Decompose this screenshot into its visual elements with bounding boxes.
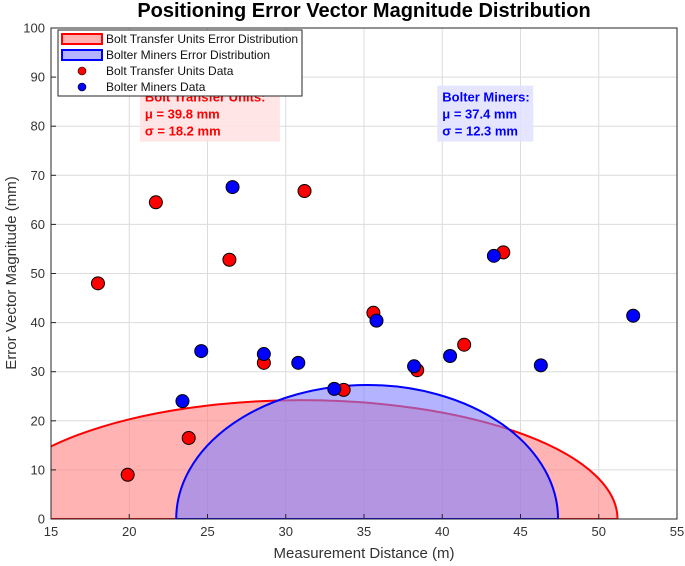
y-axis-label: Error Vector Magnitude (mm): [3, 176, 20, 369]
distribution-fills: [51, 384, 619, 519]
bolt-transfer-point: [181, 430, 196, 445]
x-axis-ticks: 15 20 25 30 35 40 45 50 55: [44, 514, 684, 539]
y-tick-label: 30: [31, 364, 45, 379]
y-tick-label: 0: [38, 512, 45, 527]
x-tick-label: 40: [435, 524, 449, 539]
bolter-miners-point: [533, 358, 548, 373]
bolt-transfer-point: [90, 276, 105, 291]
bolt-transfer-point: [457, 337, 472, 352]
legend-label: Bolter Miners Data: [106, 80, 206, 94]
bolter-miners-point: [291, 355, 306, 370]
bolter-miners-point: [194, 344, 209, 359]
data-points: [90, 180, 641, 482]
legend: Bolt Transfer Units Error Distribution Bo…: [57, 29, 303, 97]
legend-swatch-bolt-transfer-dist: [61, 33, 103, 45]
x-tick-label: 50: [592, 524, 606, 539]
legend-swatch-bolter-miners-dist: [61, 49, 103, 61]
y-tick-label: 80: [31, 119, 45, 134]
bolter-miners-point: [626, 308, 641, 323]
bolt-transfer-point: [297, 184, 312, 199]
annotation-line: μ = 37.4 mm: [442, 107, 517, 122]
bolt-transfer-point: [148, 195, 163, 210]
x-tick-label: 15: [44, 524, 58, 539]
y-tick-label: 10: [31, 462, 45, 477]
x-tick-label: 35: [357, 524, 371, 539]
bolter-miners-point: [369, 313, 384, 328]
annotation-line: μ = 39.8 mm: [145, 107, 220, 122]
x-tick-label: 20: [122, 524, 136, 539]
bolt-transfer-point: [120, 467, 135, 482]
chart-title: Positioning Error Vector Magnitude Distr…: [137, 0, 590, 22]
y-tick-label: 100: [23, 21, 45, 36]
bolt-transfer-point: [222, 252, 237, 267]
x-axis-label: Measurement Distance (m): [274, 545, 455, 562]
legend-marker-bolter-miners: [77, 82, 87, 92]
y-tick-label: 40: [31, 315, 45, 330]
annotation-line: Bolter Miners:: [442, 90, 529, 105]
annotation-line: σ = 12.3 mm: [442, 124, 518, 139]
bolter-miners-point: [443, 348, 458, 363]
legend-label: Bolt Transfer Units Data: [106, 64, 234, 78]
bolter-miners-point: [407, 359, 422, 374]
bolter-miners-point: [486, 248, 501, 263]
y-tick-label: 60: [31, 217, 45, 232]
bolter-miners-point: [256, 347, 271, 362]
y-tick-label: 70: [31, 168, 45, 183]
x-tick-label: 25: [200, 524, 214, 539]
bolter-miners-point: [225, 180, 240, 195]
legend-marker-bolt-transfer: [77, 66, 87, 76]
y-tick-label: 20: [31, 413, 45, 428]
bolter-miners-distribution: [175, 384, 560, 519]
x-tick-label: 30: [279, 524, 293, 539]
y-tick-label: 50: [31, 266, 45, 281]
x-tick-label: 45: [513, 524, 527, 539]
x-tick-label: 55: [670, 524, 684, 539]
y-tick-label: 90: [31, 70, 45, 85]
y-axis-ticks: 0 10 20 30 40 50 60 70 80 90 100: [23, 21, 56, 527]
annotation-box: [437, 85, 534, 142]
legend-label: Bolter Miners Error Distribution: [106, 48, 270, 62]
legend-label: Bolt Transfer Units Error Distribution: [106, 32, 298, 46]
annotation-line: σ = 18.2 mm: [145, 124, 221, 139]
bolter-miners-point: [327, 381, 342, 396]
bolter-miners-point: [175, 394, 190, 409]
